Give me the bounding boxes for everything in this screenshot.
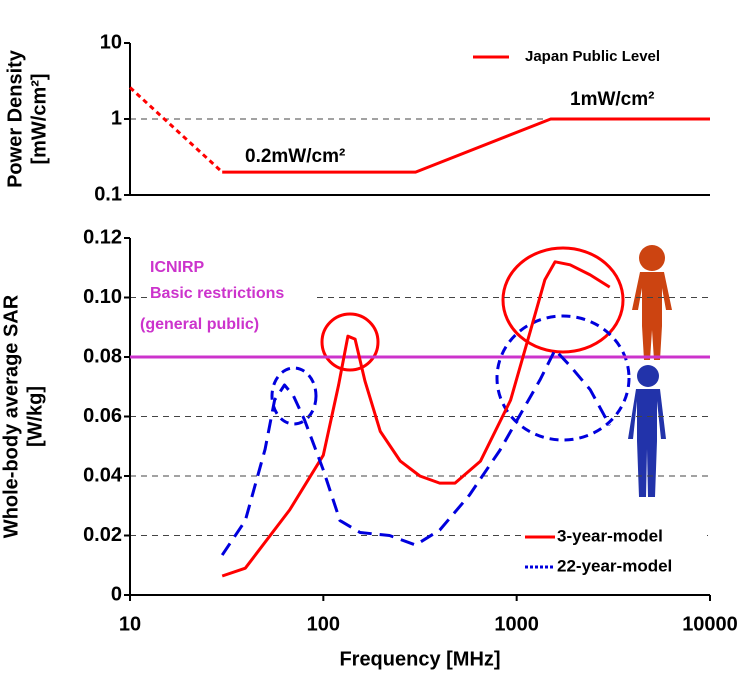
x-tick-label: 10 [119, 613, 141, 635]
y-axis-title: Whole-body average SAR [0, 294, 22, 538]
highlight-circles [270, 246, 631, 442]
y-tick-label: 1 [111, 107, 122, 129]
data-line [221, 260, 611, 578]
reference-label: (general public) [140, 316, 259, 333]
reference-label-bg [148, 283, 313, 305]
adult-figure [628, 365, 666, 497]
x-tick-label: 1000 [494, 613, 539, 635]
annotation: 1mW/cm² [570, 89, 654, 110]
y-tick-label: 0.1 [94, 183, 122, 205]
reference-label: ICNIRP [150, 259, 205, 276]
y-axis-title: Power Density [4, 49, 26, 188]
y-tick-label: 0.08 [83, 345, 122, 367]
highlight-circle [495, 314, 631, 442]
y-tick-label: 0.06 [83, 405, 122, 427]
legend-bg [470, 45, 708, 69]
y-tick-label: 0 [111, 583, 122, 605]
x-tick-label: 100 [307, 613, 340, 635]
child-figure [632, 245, 672, 360]
legend-label: 22-year-model [557, 556, 672, 575]
y-tick-label: 0.12 [83, 226, 122, 248]
legend-label: 3-year-model [557, 526, 663, 545]
highlight-circle [501, 246, 625, 354]
data-line [220, 348, 612, 556]
highlight-circle [270, 366, 318, 426]
x-tick-label: 10000 [682, 613, 738, 635]
data-line [222, 117, 710, 174]
reference-label-bg [148, 257, 208, 279]
data-line [128, 86, 224, 174]
y-axis-title: [mW/cm²] [28, 73, 50, 164]
y-tick-label: 10 [100, 31, 122, 53]
x-axis-title: Frequency [MHz] [339, 648, 500, 670]
y-tick-label: 0.02 [83, 524, 122, 546]
legend-label: Japan Public Level [525, 48, 660, 65]
highlight-circle [320, 312, 380, 372]
y-tick-label: 0.10 [83, 286, 122, 308]
reference-label: Basic restrictions [150, 285, 284, 302]
annotation: 0.2mW/cm² [245, 146, 345, 167]
y-tick-label: 0.04 [83, 464, 123, 486]
y-axis-title: [W/kg] [24, 386, 46, 447]
reference-label-bg [138, 314, 310, 336]
